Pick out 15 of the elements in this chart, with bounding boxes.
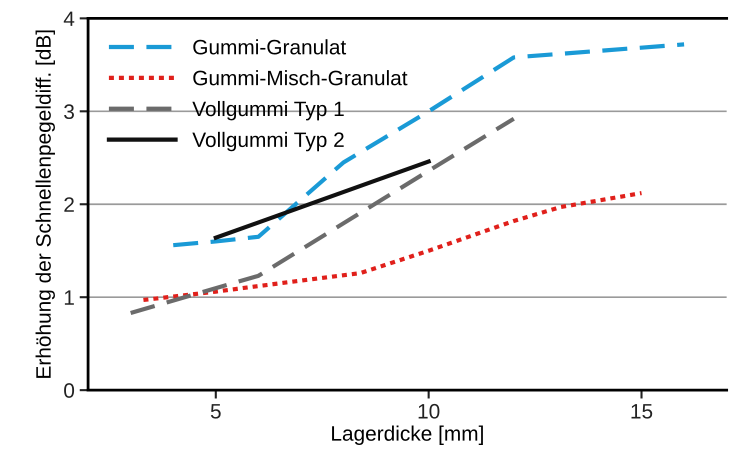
x-tick-label: 15: [632, 404, 652, 419]
y-tick-label: 0: [64, 383, 74, 398]
legend-label: Gummi-Granulat: [193, 39, 346, 54]
line-series: [141, 191, 644, 302]
x-tick-label: 5: [210, 404, 221, 419]
y-tick-label: 3: [64, 104, 74, 120]
y-tick-label: 4: [64, 12, 74, 26]
x-tick-label: 10: [418, 404, 440, 419]
legend-label: Gummi-Misch-Granulat: [193, 70, 408, 86]
y-axis-title: Erhöhung der Schnellenpegeldiff. [dB]: [36, 30, 55, 378]
y-tick-label: 1: [64, 290, 74, 305]
y-tick-label: 2: [64, 197, 74, 212]
legend-label: Vollgummi Typ 2: [192, 132, 344, 152]
x-axis-title: Lagerdicke [mm]: [332, 426, 483, 445]
legend-label: Vollgummi Typ 1: [192, 100, 344, 120]
